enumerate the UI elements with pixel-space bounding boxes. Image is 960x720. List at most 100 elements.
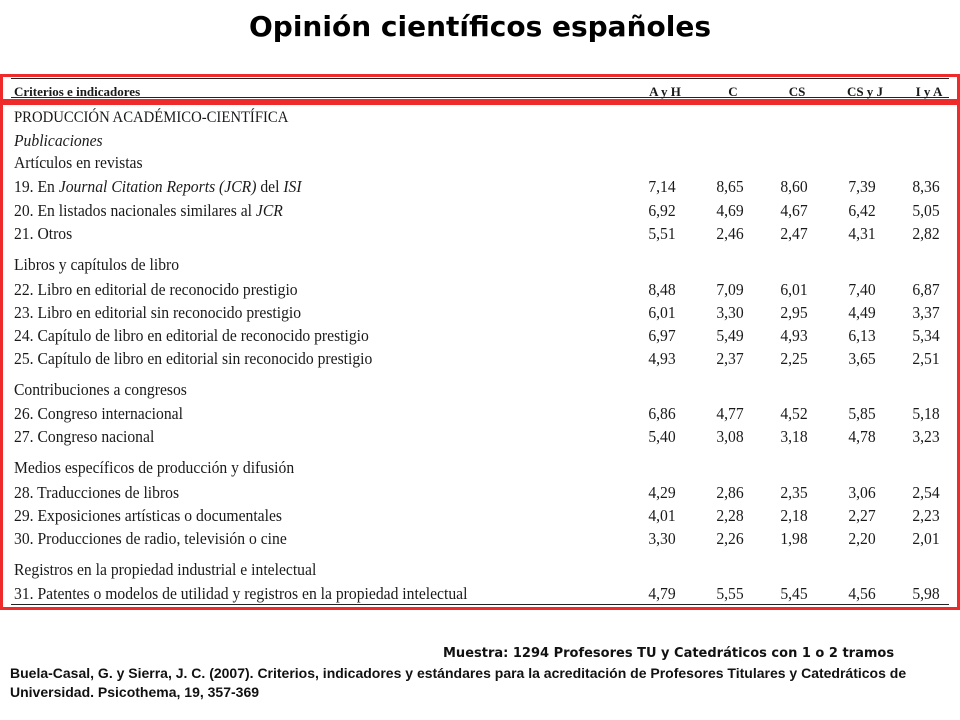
group-label: Libros y capítulos de libro	[14, 255, 180, 274]
row-label: 22. Libro en editorial de reconocido pre…	[14, 280, 298, 299]
row-label: 28. Traducciones de libros	[14, 483, 180, 502]
cell-value: 3,18	[780, 427, 808, 446]
cell-value: 4,01	[648, 506, 676, 525]
row-label: 20. En listados nacionales similares al …	[14, 201, 283, 221]
cell-value: 2,82	[912, 224, 940, 243]
label-part: 20. En listados nacionales similares al	[14, 201, 256, 220]
row-label: 26. Congreso internacional	[14, 404, 183, 423]
cell-value: 6,92	[648, 201, 676, 220]
cell-value: 4,67	[780, 201, 808, 220]
cell-value: 3,06	[848, 483, 876, 502]
cell-value: 2,28	[716, 506, 744, 525]
header-top-rule	[11, 78, 949, 79]
cell-value: 4,79	[648, 584, 676, 603]
row-label: 30. Producciones de radio, televisión o …	[14, 529, 287, 548]
cell-value: 7,40	[848, 280, 876, 299]
column-header: A y H	[649, 84, 681, 99]
cell-value: 2,25	[780, 349, 808, 368]
row-label: 19. En Journal Citation Reports (JCR) de…	[14, 177, 302, 197]
group-label: Medios específicos de producción y difus…	[14, 458, 295, 477]
header-bottom-rule	[11, 97, 949, 98]
cell-value: 7,09	[716, 280, 744, 299]
row-label: 24. Capítulo de libro en editorial de re…	[14, 326, 369, 345]
cell-value: 2,01	[912, 529, 940, 548]
column-header: I y A	[915, 84, 943, 99]
cell-value: 5,49	[716, 326, 744, 345]
label-part: ISI	[283, 177, 302, 196]
column-header: CS	[788, 84, 806, 99]
row-label: 31. Patentes o modelos de utilidad y reg…	[14, 584, 468, 603]
cell-value: 8,36	[912, 177, 940, 196]
page-title: Opinión científicos españoles	[248, 10, 711, 43]
cell-value: 4,69	[716, 201, 744, 220]
cell-value: 4,31	[848, 224, 876, 243]
cell-value: 2,23	[912, 506, 940, 525]
cell-value: 6,13	[848, 326, 876, 345]
section-title: PRODUCCIÓN ACADÉMICO-CIENTÍFICA	[14, 109, 289, 126]
cell-value: 2,51	[912, 349, 940, 368]
sample-note: Muestra: 1294 Profesores TU y Catedrátic…	[443, 646, 895, 661]
cell-value: 8,48	[648, 280, 676, 299]
group-label: Contribuciones a congresos	[14, 380, 187, 399]
cell-value: 6,87	[912, 280, 940, 299]
row-label: 29. Exposiciones artísticas o documental…	[14, 506, 282, 525]
table-body: PRODUCCIÓN ACADÉMICO-CIENTÍFICA Publicac…	[0, 102, 960, 610]
cell-value: 6,01	[648, 303, 676, 322]
cell-value: 4,29	[648, 483, 676, 502]
cell-value: 2,27	[848, 506, 876, 525]
citation: Buela-Casal, G. y Sierra, J. C. (2007). …	[10, 665, 907, 700]
cell-value: 5,55	[716, 584, 744, 603]
cell-value: 3,37	[912, 303, 940, 322]
cell-value: 2,95	[780, 303, 808, 322]
cell-value: 2,47	[780, 224, 808, 243]
subsection-title: Publicaciones	[14, 131, 103, 150]
cell-value: 6,86	[648, 404, 676, 423]
cell-value: 2,18	[780, 506, 808, 525]
cell-value: 4,77	[716, 404, 744, 423]
cell-value: 3,30	[648, 529, 676, 548]
label-part: Journal Citation Reports (JCR)	[58, 177, 257, 196]
column-header: C	[728, 84, 738, 99]
label-part: 19. En	[14, 177, 59, 196]
cell-value: 7,39	[848, 177, 876, 196]
cell-value: 3,30	[716, 303, 744, 322]
cell-value: 2,54	[912, 483, 940, 502]
cell-value: 8,65	[716, 177, 744, 196]
cell-value: 6,97	[648, 326, 676, 345]
body-bottom-rule	[11, 604, 949, 605]
cell-value: 4,56	[848, 584, 876, 603]
cell-value: 4,49	[848, 303, 876, 322]
cell-value: 5,45	[780, 584, 808, 603]
table-header: Criterios e indicadores A y H C CS CS y …	[0, 74, 960, 102]
cell-value: 2,20	[848, 529, 876, 548]
cell-value: 4,52	[780, 404, 808, 423]
row-label: 27. Congreso nacional	[14, 427, 155, 446]
cell-value: 2,37	[716, 349, 744, 368]
cell-value: 3,23	[912, 427, 940, 446]
cell-value: 2,86	[716, 483, 744, 502]
cell-value: 2,35	[780, 483, 808, 502]
cell-value: 4,78	[848, 427, 876, 446]
cell-value: 6,42	[848, 201, 876, 220]
cell-value: 3,65	[848, 349, 876, 368]
cell-value: 7,14	[648, 177, 676, 196]
row-label: 25. Capítulo de libro en editorial sin r…	[14, 349, 373, 368]
group-label: Artículos en revistas	[14, 153, 143, 172]
cell-value: 2,46	[716, 224, 744, 243]
criteria-table: Criterios e indicadores A y H C CS CS y …	[0, 74, 960, 610]
group-label: Registros en la propiedad industrial e i…	[14, 560, 317, 579]
label-part: JCR	[255, 201, 283, 220]
cell-value: 2,26	[716, 529, 744, 548]
cell-value: 5,98	[912, 584, 940, 603]
cell-value: 4,93	[648, 349, 676, 368]
cell-value: 5,51	[648, 224, 676, 243]
label-part: del	[256, 177, 284, 196]
cell-value: 8,60	[780, 177, 808, 196]
cell-value: 6,01	[780, 280, 808, 299]
cell-value: 5,85	[848, 404, 876, 423]
cell-value: 1,98	[780, 529, 808, 548]
cell-value: 5,40	[648, 427, 676, 446]
cell-value: 3,08	[716, 427, 744, 446]
column-header: CS y J	[846, 84, 884, 99]
cell-value: 5,05	[912, 201, 940, 220]
